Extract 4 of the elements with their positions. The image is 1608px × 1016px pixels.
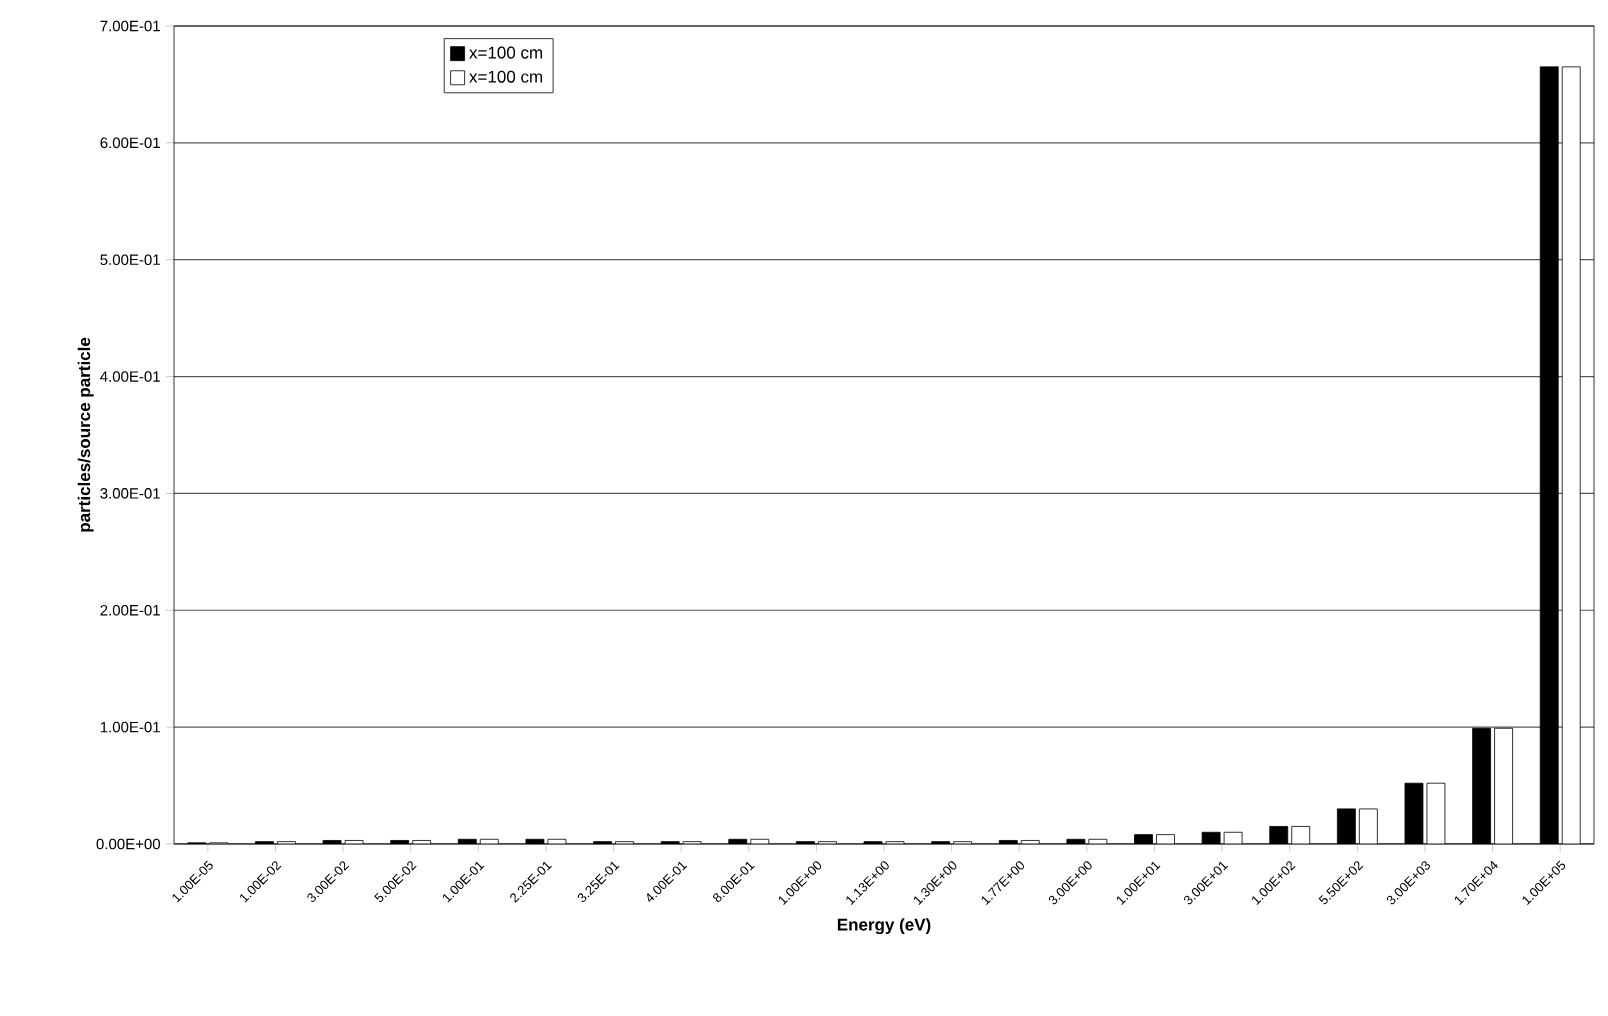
y-axis-title: particles/source particle (77, 337, 94, 532)
x-axis-title: Energy (eV) (837, 918, 931, 935)
legend-label: x=100 cm (469, 70, 542, 83)
legend-label: x=100 cm (469, 46, 542, 59)
